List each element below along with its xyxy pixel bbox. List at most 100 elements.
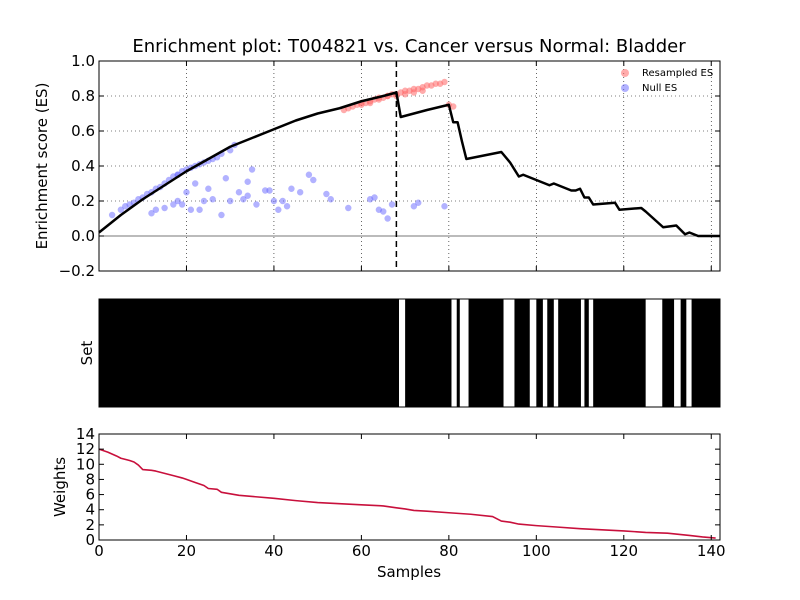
weights-xtick-label: 140 [697,542,726,560]
null-es-point [209,196,216,203]
null-es-point [283,203,291,210]
weights-xtick-label: 100 [522,542,551,560]
null-es-point [240,196,247,203]
set-gap [529,299,537,407]
legend-null-label: Null ES [642,83,677,94]
null-es-point [196,206,203,213]
weights-ytick-label: 6 [85,486,95,504]
null-es-point [415,199,422,206]
null-es-point [441,203,448,210]
es-y-axis-label: Enrichment score (ES) [33,83,51,250]
weights-ytick-label: 8 [85,470,95,488]
null-es-point [187,206,195,213]
weights-xtick-label: 20 [177,542,196,560]
null-es-point [248,166,256,173]
weights-ytick-label: 12 [76,440,95,458]
null-es-point [279,197,286,205]
weights-line [98,448,716,539]
es-ytick-label: −0.2 [59,262,95,280]
null-es-point [170,201,177,208]
set-gap [686,299,692,407]
resampled-es-point [423,82,431,89]
null-es-point [222,175,230,182]
es-legend: Resampled ES Null ES [621,68,713,94]
null-es-point [323,190,330,198]
null-es-point [296,189,304,196]
es-ytick-label: 0.8 [71,87,95,105]
resampled-es-point [419,87,426,94]
resampled-es-point [441,78,448,86]
legend-resampled-marker [621,69,629,77]
null-es-point [200,197,208,205]
null-es-point [388,201,396,208]
null-es-point [226,197,234,205]
null-es-point [183,189,190,196]
null-es-point [288,185,295,192]
weights-ytick-label: 4 [85,501,95,519]
null-es-point [244,192,251,199]
null-es-point [384,215,391,222]
es-ytick-label: 0.2 [71,192,95,210]
set-gap [580,299,585,407]
legend-resampled-label: Resampled ES [642,68,713,79]
es-ytick-label: 0.6 [71,122,95,140]
null-es-point [345,204,352,212]
null-es-point [117,206,125,213]
weights-ytick-label: 2 [85,516,95,534]
null-es-point [152,206,160,213]
null-es-point [148,210,155,217]
weights-xtick-label: 80 [439,542,458,560]
x-axis-label: Samples [377,563,441,581]
set-gap [588,299,594,407]
set-panel: Set [78,298,721,408]
es-ytick-label: 0.4 [71,157,95,175]
set-gap [451,299,457,407]
set-gap [459,299,469,407]
es-ytick-label: 1.0 [71,52,95,70]
null-es-point [380,208,387,215]
set-gaps [399,299,692,407]
set-gap [503,299,515,407]
weights-xtick-label: 40 [264,542,283,560]
resampled-es-point [358,101,365,108]
weights-xtick-label: 120 [609,542,638,560]
null-es-point [244,178,251,185]
set-gap [399,299,406,407]
null-es-point [235,189,243,196]
null-es-point [178,201,186,208]
weights-ytick-label: 0 [85,531,95,549]
null-es-point [327,196,334,203]
weights-ytick-label: 10 [76,455,95,473]
set-gap [542,299,548,407]
null-es-point [174,197,181,205]
resampled-es-point [432,80,439,87]
set-gap [674,299,681,407]
null-es-point [192,180,199,187]
set-y-axis-label: Set [78,341,96,366]
null-es-point [161,204,168,212]
set-bar [99,299,720,407]
weights-y-axis-label: Weights [51,457,69,517]
null-es-point [410,203,418,210]
null-es-point [205,185,212,192]
resampled-es-point [401,91,409,98]
resampled-es-point [366,99,374,107]
null-es-point [305,171,313,178]
resampled-es-point [450,103,457,110]
set-axes-frame [98,298,721,408]
running-es-line [98,91,720,238]
null-es-point [261,187,269,194]
weights-ytick-label: 14 [76,425,95,443]
null-es-point [371,194,378,201]
weights-xtick-label: 0 [94,542,104,560]
es-ticks: −0.2 0.0 0.2 0.4 0.6 0.8 1.0 [59,52,720,280]
set-gap [645,299,663,407]
figure-title: Enrichment plot: T004821 vs. Cancer vers… [132,36,686,57]
legend-null-marker [621,84,629,92]
set-gap [553,299,559,407]
null-es-point [108,211,116,219]
es-ytick-label: 0.0 [71,227,95,245]
null-es-point [275,206,282,213]
